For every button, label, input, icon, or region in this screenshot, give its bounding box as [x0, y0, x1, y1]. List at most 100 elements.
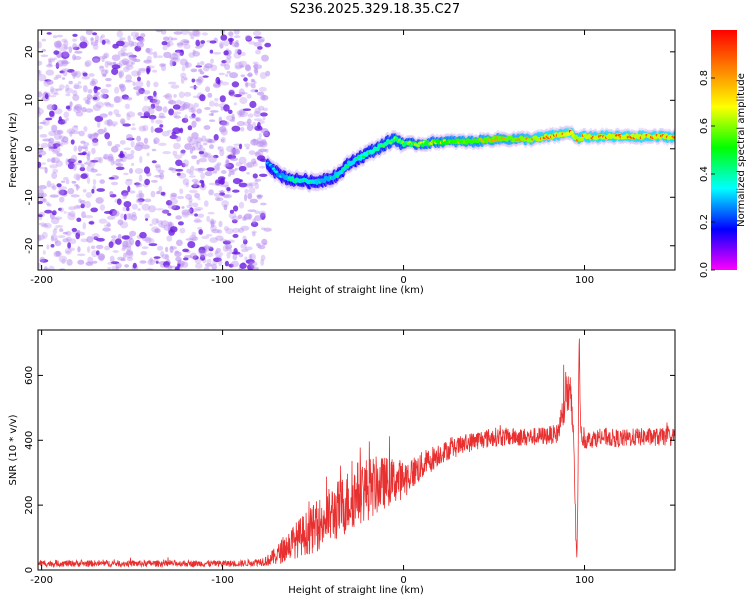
noise-speckle [246, 172, 250, 175]
noise-speckle [58, 207, 62, 211]
noise-speckle [118, 153, 125, 159]
noise-speckle [172, 52, 177, 57]
noise-speckle [148, 107, 155, 115]
noise-speckle [217, 79, 221, 85]
noise-speckle [110, 159, 115, 166]
noise-speckle [58, 255, 68, 263]
noise-speckle [250, 221, 259, 228]
noise-speckle [254, 151, 261, 157]
noise-speckle [188, 197, 193, 203]
noise-speckle [38, 185, 47, 190]
noise-speckle [107, 140, 113, 147]
noise-speckle [51, 157, 60, 164]
noise-speckle [188, 31, 192, 36]
noise-speckle [80, 203, 85, 209]
noise-speckle [153, 81, 159, 88]
noise-speckle [42, 138, 52, 142]
noise-speckle [140, 251, 148, 256]
noise-speckle [255, 242, 261, 247]
noise-speckle [205, 86, 211, 93]
noise-speckle [238, 182, 248, 188]
noise-speckle [172, 104, 181, 110]
noise-speckle [133, 36, 138, 40]
noise-speckle [159, 124, 164, 128]
noise-speckle [146, 80, 151, 88]
noise-speckle [69, 247, 75, 252]
noise-speckle [251, 231, 256, 237]
noise-speckle [167, 204, 177, 210]
noise-speckle [193, 102, 199, 108]
noise-speckle [99, 65, 105, 72]
noise-speckle [91, 167, 95, 171]
noise-speckle [227, 174, 231, 177]
noise-speckle [63, 46, 70, 50]
noise-speckle [112, 123, 116, 127]
noise-speckle [154, 164, 161, 168]
noise-speckle [220, 121, 230, 127]
noise-speckle [183, 43, 191, 50]
noise-speckle [100, 34, 105, 39]
noise-speckle [155, 260, 159, 264]
noise-speckle [254, 107, 261, 114]
noise-speckle [110, 181, 119, 186]
noise-speckle [253, 80, 257, 85]
noise-speckle [173, 31, 183, 35]
noise-speckle [202, 142, 208, 146]
noise-speckle [189, 213, 196, 216]
noise-speckle [259, 210, 267, 217]
noise-speckle [130, 41, 139, 47]
noise-speckle [82, 36, 88, 42]
noise-speckle [86, 153, 91, 161]
noise-speckle [244, 246, 253, 251]
noise-speckle [92, 43, 99, 51]
noise-speckle [81, 107, 87, 113]
noise-speckle [155, 119, 163, 125]
noise-speckle [49, 95, 57, 98]
noise-speckle [220, 138, 225, 143]
noise-speckle [105, 77, 112, 82]
noise-speckle [184, 114, 188, 122]
noise-speckle [174, 115, 181, 119]
noise-speckle [235, 161, 243, 167]
noise-speckle [198, 150, 205, 155]
snr-y-ticks: 0 200 400 600 [24, 366, 675, 573]
noise-speckle [186, 103, 194, 110]
noise-speckle [104, 245, 111, 251]
noise-speckle [111, 121, 119, 126]
noise-speckle [219, 41, 225, 49]
noise-speckle [109, 103, 114, 108]
noise-speckle [199, 71, 205, 75]
noise-speckle [74, 70, 81, 78]
noise-speckle [122, 195, 127, 200]
noise-speckle [175, 50, 182, 57]
noise-speckle [245, 147, 250, 150]
noise-speckle [70, 194, 80, 198]
noise-speckle [123, 66, 130, 73]
noise-speckle [228, 263, 234, 268]
noise-speckle [106, 223, 112, 228]
noise-speckle [219, 43, 224, 49]
noise-speckle [50, 183, 55, 189]
noise-speckle [208, 155, 217, 163]
noise-speckle [105, 83, 112, 88]
noise-speckle [148, 238, 155, 244]
noise-speckle [253, 42, 262, 47]
noise-speckle [254, 210, 261, 215]
noise-speckle [194, 218, 201, 223]
noise-speckle [131, 61, 136, 65]
noise-speckle [65, 105, 71, 110]
noise-speckle [125, 178, 133, 182]
noise-speckle [73, 204, 81, 210]
noise-speckle [90, 37, 94, 41]
noise-speckle [253, 67, 259, 74]
noise-speckle [60, 143, 64, 147]
noise-speckle [213, 257, 222, 263]
noise-speckle [38, 74, 47, 82]
noise-speckle [131, 203, 138, 210]
noise-speckle [91, 233, 100, 239]
noise-speckle [54, 92, 59, 96]
noise-speckle [144, 213, 150, 219]
noise-speckle [194, 192, 201, 199]
noise-speckle [62, 69, 68, 77]
noise-speckle [226, 71, 231, 74]
